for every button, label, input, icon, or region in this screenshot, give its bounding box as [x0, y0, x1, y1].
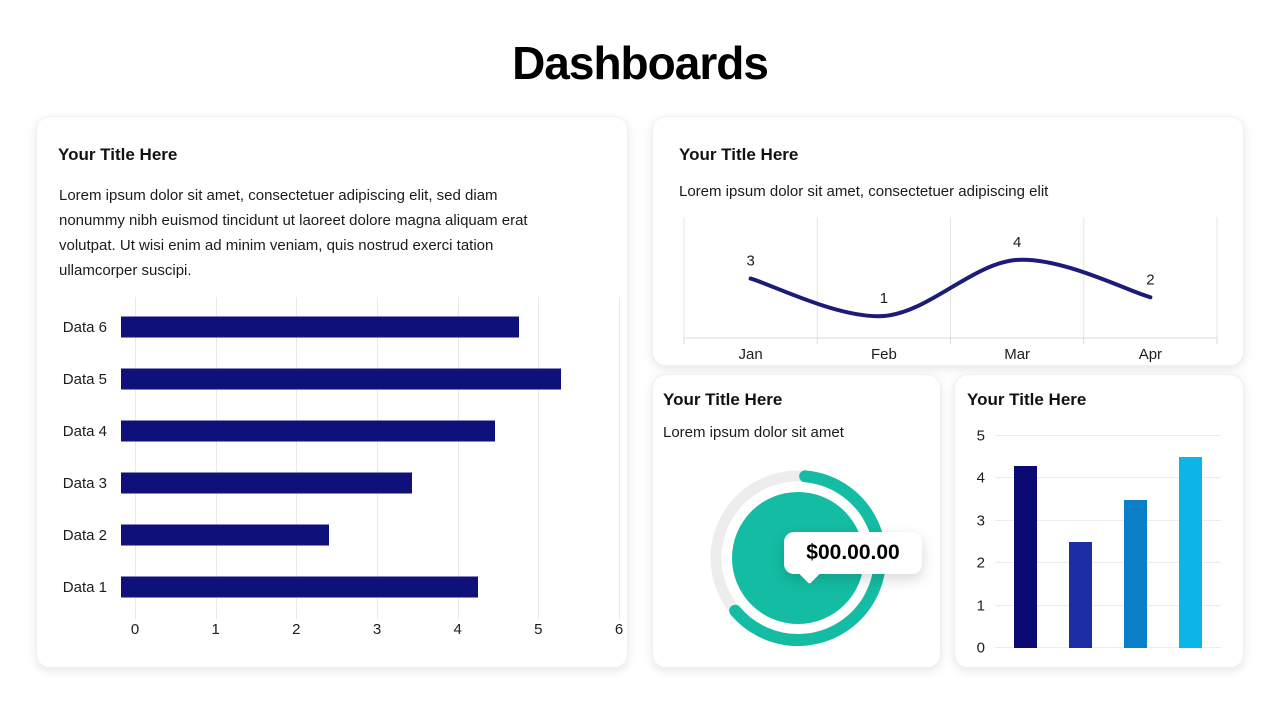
- bar-row: Data 4: [59, 405, 619, 457]
- bar: [121, 368, 561, 390]
- card-subtitle: Lorem ipsum dolor sit amet, consectetuer…: [679, 183, 1049, 200]
- y-tick-label: 1: [976, 597, 985, 615]
- category-label: Data 5: [62, 370, 107, 388]
- category-label: Data 4: [62, 422, 107, 440]
- x-tick-label: 3: [372, 621, 382, 638]
- bar-track: [121, 509, 619, 561]
- bar-track: [121, 405, 619, 457]
- line-chart: Jan 3 Feb 1 Mar 4 Apr 2: [683, 217, 1218, 363]
- value-bubble-label: $00.00.00: [806, 541, 900, 564]
- x-tick-label: 0: [130, 621, 140, 638]
- bar: [1179, 457, 1202, 648]
- bar: [1069, 542, 1092, 648]
- bar: [1124, 499, 1147, 648]
- y-tick-label: 0: [976, 639, 985, 657]
- chart-gridlines: [135, 297, 620, 619]
- bar-row: Data 2: [59, 509, 619, 561]
- value-bubble: $00.00.00: [784, 532, 922, 585]
- x-tick-label: 4: [453, 621, 462, 638]
- x-tick-label: 5: [534, 621, 543, 638]
- card-title: Your Title Here: [679, 145, 799, 164]
- x-tick-label: 6: [614, 621, 624, 638]
- page-title: Dashboards: [512, 37, 769, 89]
- x-tick-label: Apr: [1139, 346, 1162, 363]
- category-label: Data 3: [62, 474, 107, 492]
- card-title: Your Title Here: [58, 145, 178, 164]
- card-title: Your Title Here: [663, 390, 783, 409]
- data-label: 3: [746, 253, 754, 270]
- bar: [121, 524, 329, 546]
- bar-track: [121, 301, 619, 353]
- line-series: [748, 257, 1153, 319]
- gridline: [995, 562, 1221, 564]
- gridline: [619, 297, 620, 619]
- card-gauge: Your Title Here Lorem ipsum dolor sit am…: [652, 374, 941, 668]
- bar: [121, 420, 495, 442]
- category-label: Data 6: [62, 318, 107, 336]
- bar-row: Data 1: [59, 561, 619, 613]
- bar-row: Data 3: [59, 457, 619, 509]
- bar: [121, 576, 478, 598]
- gridline: [135, 297, 136, 619]
- gridline: [995, 477, 1221, 479]
- bar: [121, 472, 412, 494]
- x-axis: 0 1 2 3 4 5 6: [131, 621, 623, 649]
- card-subtitle: Lorem ipsum dolor sit amet: [663, 424, 844, 441]
- y-tick-label: 2: [976, 554, 985, 572]
- card-title: Your Title Here: [967, 390, 1087, 409]
- x-tick-label: Feb: [871, 346, 897, 363]
- card-horizontal-bar-chart: Your Title Here Lorem ipsum dolor sit am…: [36, 116, 628, 668]
- x-tick-label: 1: [211, 621, 220, 638]
- horizontal-bar-chart: Data 6 Data 5 Data 4 Data 3 Data 2 Data 1 0 1 2…: [59, 297, 623, 649]
- x-tick-label: Mar: [1004, 346, 1030, 363]
- bar-row: Data 6: [59, 301, 619, 353]
- bar-row: Data 5: [59, 353, 619, 405]
- gridline: [995, 435, 1221, 436]
- x-tick-label: Jan: [739, 346, 763, 363]
- gridline: [995, 604, 1221, 606]
- y-tick-label: 4: [976, 469, 985, 487]
- card-vertical-bar-chart: Your Title Here 0 1 2 3 4 5: [954, 374, 1244, 668]
- gridline: [538, 297, 540, 619]
- vertical-bar-chart: 0 1 2 3 4 5: [977, 428, 1221, 657]
- gauge-progress-arc: [729, 470, 886, 646]
- bar-track: [121, 561, 619, 613]
- card-paragraph: Lorem ipsum dolor sit amet, consectetuer…: [59, 187, 528, 279]
- bar: [1014, 465, 1037, 648]
- bar-track: [121, 353, 619, 405]
- x-tick-label: 2: [292, 621, 301, 638]
- category-label: Data 2: [62, 526, 107, 544]
- gridline: [995, 647, 1221, 648]
- gridline: [457, 297, 459, 619]
- category-label: Data 1: [62, 578, 107, 596]
- data-label: 1: [880, 290, 888, 307]
- card-line-chart: Your Title Here Lorem ipsum dolor sit am…: [652, 116, 1244, 366]
- y-tick-label: 5: [976, 427, 985, 445]
- data-label: 2: [1146, 271, 1154, 288]
- bar: [121, 316, 520, 338]
- bar-rows: Data 6 Data 5 Data 4 Data 3 Data 2 Data 1: [59, 301, 619, 613]
- bar-track: [121, 457, 619, 509]
- data-label: 4: [1013, 234, 1021, 251]
- y-tick-label: 3: [976, 512, 985, 530]
- gridline: [995, 519, 1221, 521]
- gridline: [377, 297, 378, 619]
- gridline: [296, 297, 298, 619]
- gridline: [215, 297, 217, 619]
